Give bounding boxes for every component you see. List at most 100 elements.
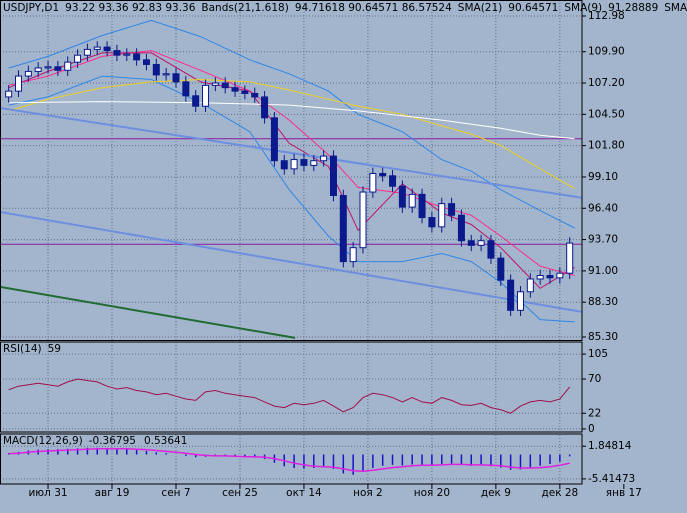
x-tick-label: июл 31 xyxy=(28,487,67,499)
candle-body xyxy=(44,66,52,69)
candle-body xyxy=(34,67,42,72)
candle-body xyxy=(389,175,397,187)
candle-body xyxy=(369,172,377,193)
legend-text: USDJPY,D1 xyxy=(3,2,59,14)
trend-line xyxy=(0,211,582,313)
moving-average xyxy=(8,78,575,190)
candle-body xyxy=(162,73,170,76)
legend-text: 90.64571 xyxy=(508,2,558,14)
candle-body xyxy=(497,257,505,281)
x-tick-label: дек 28 xyxy=(541,487,578,499)
legend-text: 93.22 93.36 92.83 93.36 xyxy=(65,2,196,14)
candle-body xyxy=(54,66,62,71)
x-tick-label: сен 25 xyxy=(222,487,258,499)
y-tick-label: 88.30 xyxy=(588,296,618,308)
indicator-value: 59 xyxy=(48,343,61,355)
candle-body xyxy=(113,50,121,56)
y-tick-label: 85.30 xyxy=(588,331,618,343)
candle-body xyxy=(329,155,337,197)
candle-body xyxy=(192,95,200,107)
candle-body xyxy=(93,46,101,50)
candle-body xyxy=(133,53,141,61)
moving-average xyxy=(8,101,575,140)
candle-body xyxy=(211,82,219,86)
candle-body xyxy=(15,75,23,92)
legend-text: Bands(21,1.618) xyxy=(201,2,288,14)
band-lower xyxy=(8,75,575,323)
indicator-name: RSI(14) xyxy=(3,343,42,355)
macd-signal xyxy=(8,447,570,472)
candle-body xyxy=(5,90,13,98)
candle-body xyxy=(152,63,160,76)
y-tick-label: -5.41473 xyxy=(588,473,635,485)
candle-body xyxy=(182,81,190,97)
panel-border xyxy=(0,0,583,341)
y-tick-label: 0 xyxy=(588,423,595,435)
candle-body xyxy=(457,214,465,242)
y-tick-label: 101.80 xyxy=(588,140,625,152)
candle-body xyxy=(546,275,554,279)
candle-body xyxy=(566,242,574,274)
legend-text: 91.28889 xyxy=(608,2,658,14)
candle-body xyxy=(418,193,426,219)
candle-body xyxy=(24,70,32,77)
candle-body xyxy=(536,275,544,280)
candle-body xyxy=(300,159,308,166)
x-tick-label: дек 9 xyxy=(481,487,511,499)
candle-body xyxy=(339,195,347,263)
legend-text: SMA(9) xyxy=(564,2,602,14)
y-tick-label: 109.90 xyxy=(588,46,625,58)
candle-body xyxy=(270,117,278,162)
rsi-line xyxy=(8,378,571,414)
legend-text: 94.71618 90.64571 86.57524 xyxy=(295,2,452,14)
indicator-name: MACD(12,26,9) xyxy=(3,435,83,447)
y-tick-label: 99.10 xyxy=(588,171,618,183)
y-tick-label: 107.20 xyxy=(588,77,625,89)
y-tick-label: 96.40 xyxy=(588,202,618,214)
y-tick-label: 105 xyxy=(588,348,608,360)
candle-body xyxy=(379,172,387,177)
y-tick-label: 91.00 xyxy=(588,265,618,277)
candle-body xyxy=(467,240,475,246)
x-tick-label: ноя 20 xyxy=(414,487,450,499)
trend-line xyxy=(0,107,582,199)
candle-body xyxy=(251,92,259,98)
panel-border xyxy=(0,433,583,485)
candle-body xyxy=(103,46,111,52)
candle-body xyxy=(290,159,298,170)
candle-body xyxy=(438,203,446,228)
panel-border xyxy=(0,341,583,433)
candle-body xyxy=(428,217,436,228)
candle-body xyxy=(172,73,180,83)
y-tick-label: 1.84814 xyxy=(588,440,632,452)
candle-body xyxy=(320,155,328,162)
candle-body xyxy=(516,291,524,311)
legend-text: SMA(21) xyxy=(458,2,502,14)
candle-body xyxy=(241,90,249,94)
candle-body xyxy=(280,160,288,170)
x-tick-label: сен 7 xyxy=(161,487,190,499)
candle-body xyxy=(74,54,82,63)
candle-body xyxy=(448,203,456,216)
candle-body xyxy=(261,96,269,119)
candle-body xyxy=(123,53,131,56)
candle-body xyxy=(202,84,210,107)
x-tick-label: ноя 2 xyxy=(353,487,383,499)
price-panel xyxy=(0,0,582,340)
candle-body xyxy=(231,87,239,92)
y-tick-label: 104.50 xyxy=(588,108,625,120)
rsi-panel xyxy=(0,342,582,432)
macd-panel xyxy=(0,434,582,484)
candle-body xyxy=(221,82,229,89)
y-tick-label: 22 xyxy=(588,407,601,419)
candle-body xyxy=(142,59,150,65)
x-tick-label: авг 19 xyxy=(95,487,130,499)
candle-body xyxy=(477,240,485,246)
legend-text: SMA(100 xyxy=(664,2,687,14)
candle-body xyxy=(359,191,367,249)
candle-body xyxy=(507,279,515,311)
x-tick-label: янв 17 xyxy=(606,487,642,499)
y-tick-label: 112.98 xyxy=(588,10,625,22)
candle-body xyxy=(487,240,495,259)
